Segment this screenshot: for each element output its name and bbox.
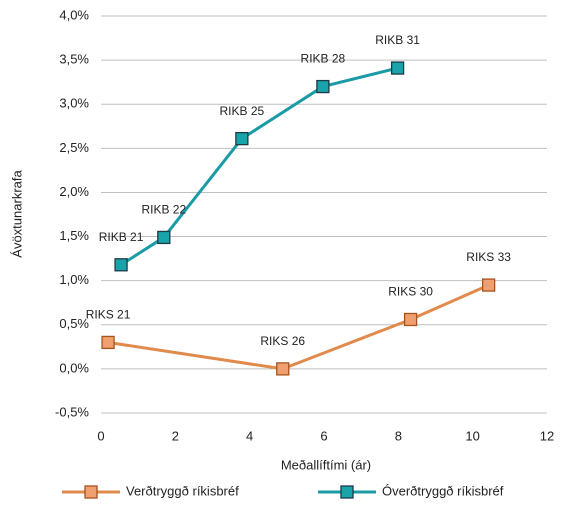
point-label: RIKB 21 [99,230,144,244]
y-tick-label: 0,5% [59,316,89,331]
y-tick-label: 2,0% [59,184,89,199]
point-label: RIKS 21 [86,308,131,322]
marker [235,131,249,146]
x-tick-label: 12 [540,428,554,443]
marker [316,79,330,94]
x-axis-label: Meðallíftími (ár) [281,457,371,472]
y-tick-label: 1,5% [59,228,89,243]
y-tick-label: 2,5% [59,140,89,155]
marker [481,278,496,292]
x-tick-label: 4 [246,428,253,443]
legend-marker [84,485,98,499]
y-axis-label: Ávöxtunarkrafa [9,170,24,258]
point-label: RIKS 30 [388,285,433,299]
x-tick-label: 0 [97,428,104,443]
marker [390,61,405,75]
y-tick-label: 4,0% [59,7,89,22]
x-tick-label: 10 [465,428,479,443]
marker [276,362,290,376]
y-tick-label: 1,0% [59,272,89,287]
y-tick-label: 3,0% [59,96,89,111]
point-label: RIKB 22 [141,203,186,217]
marker [403,312,418,327]
point-label: RIKS 26 [260,334,305,348]
point-label: RIKS 33 [466,250,511,264]
legend-marker [340,485,354,499]
y-tick-label: 0,0% [59,360,89,375]
x-tick-label: 2 [172,428,179,443]
legend-label: Verðtryggð ríkisbréf [126,483,239,498]
legend-label: Óverðtryggð ríkisbréf [382,483,504,498]
marker [101,335,115,350]
y-tick-label: 3,5% [59,52,89,67]
point-label: RIKB 25 [220,104,265,118]
point-label: RIKB 31 [375,33,420,47]
y-tick-label: -0,5% [55,404,89,419]
x-tick-label: 6 [320,428,327,443]
series-line [107,283,490,371]
marker [157,230,171,245]
x-tick-label: 8 [395,428,402,443]
point-label: RIKB 28 [301,52,346,66]
marker [114,258,128,272]
